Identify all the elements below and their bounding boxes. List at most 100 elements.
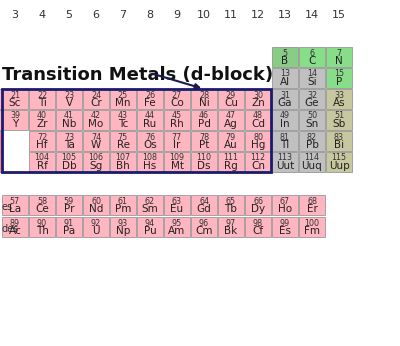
Text: 15: 15 — [334, 70, 344, 79]
Bar — [29, 110, 55, 130]
Text: Fe: Fe — [144, 98, 156, 108]
Text: 45: 45 — [172, 111, 182, 120]
Text: 8: 8 — [146, 10, 154, 20]
Bar — [137, 110, 163, 130]
Bar — [0, 152, 2, 172]
Text: Au: Au — [224, 140, 238, 151]
Bar — [164, 110, 190, 130]
Bar — [272, 47, 298, 67]
Text: 107: 107 — [116, 154, 130, 163]
Text: 96: 96 — [199, 219, 209, 228]
Text: Co: Co — [170, 98, 184, 108]
Text: 39: 39 — [10, 111, 20, 120]
Bar — [29, 131, 55, 151]
Text: Mn: Mn — [115, 98, 131, 108]
Text: Dy: Dy — [251, 204, 265, 215]
Text: 90: 90 — [37, 219, 47, 228]
Bar — [218, 110, 244, 130]
Text: Pt: Pt — [199, 140, 209, 151]
Bar — [218, 131, 244, 151]
Text: Ac: Ac — [9, 226, 21, 236]
Text: 40: 40 — [37, 111, 47, 120]
Text: Pu: Pu — [144, 226, 156, 236]
Text: 32: 32 — [307, 91, 317, 100]
Bar — [29, 195, 55, 215]
Text: 115: 115 — [332, 154, 346, 163]
Bar — [137, 217, 163, 237]
Bar — [2, 89, 271, 172]
Text: 58: 58 — [37, 197, 47, 206]
Text: 66: 66 — [253, 197, 263, 206]
Text: 5: 5 — [282, 48, 288, 57]
Text: Am: Am — [168, 226, 186, 236]
Bar — [110, 152, 136, 172]
Text: 13: 13 — [280, 70, 290, 79]
Bar — [56, 195, 82, 215]
Bar — [110, 217, 136, 237]
Text: 98: 98 — [253, 219, 263, 228]
Text: Ds: Ds — [197, 161, 211, 171]
Text: Rf: Rf — [36, 161, 48, 171]
Bar — [0, 131, 2, 151]
Text: 49: 49 — [280, 111, 290, 120]
Text: 7: 7 — [120, 10, 126, 20]
Text: 89: 89 — [10, 219, 20, 228]
Text: 108: 108 — [142, 154, 158, 163]
Text: Pm: Pm — [115, 204, 131, 215]
Text: des: des — [1, 224, 18, 234]
Text: 9: 9 — [174, 10, 180, 20]
Text: Db: Db — [62, 161, 76, 171]
Text: 60: 60 — [91, 197, 101, 206]
Bar — [299, 217, 325, 237]
Text: Pb: Pb — [306, 140, 318, 151]
Text: 43: 43 — [118, 111, 128, 120]
Text: Ge: Ge — [305, 98, 319, 108]
Text: Rh: Rh — [170, 119, 184, 129]
Bar — [2, 89, 28, 109]
Text: 30: 30 — [253, 91, 263, 100]
Text: 94: 94 — [145, 219, 155, 228]
Text: 4: 4 — [38, 10, 46, 20]
Text: 14: 14 — [305, 10, 319, 20]
Bar — [137, 195, 163, 215]
Text: La: La — [9, 204, 21, 215]
Text: 82: 82 — [307, 133, 317, 142]
Text: 11: 11 — [224, 10, 238, 20]
Text: Th: Th — [36, 226, 48, 236]
Bar — [299, 110, 325, 130]
Text: 110: 110 — [196, 154, 212, 163]
Bar — [56, 152, 82, 172]
Text: 104: 104 — [34, 154, 50, 163]
Bar — [299, 47, 325, 67]
Bar — [164, 195, 190, 215]
Text: 99: 99 — [280, 219, 290, 228]
Text: Fm: Fm — [304, 226, 320, 236]
Text: 64: 64 — [199, 197, 209, 206]
Text: Bh: Bh — [116, 161, 130, 171]
Text: Cr: Cr — [90, 98, 102, 108]
Text: Nd: Nd — [89, 204, 103, 215]
Text: 67: 67 — [280, 197, 290, 206]
Text: 78: 78 — [199, 133, 209, 142]
Bar — [245, 217, 271, 237]
Bar — [110, 131, 136, 151]
Bar — [56, 110, 82, 130]
Text: Ce: Ce — [35, 204, 49, 215]
Text: Transition Metals (d-block): Transition Metals (d-block) — [2, 66, 273, 84]
Text: 91: 91 — [64, 219, 74, 228]
Text: Eu: Eu — [170, 204, 184, 215]
Text: Cu: Cu — [224, 98, 238, 108]
Bar — [137, 152, 163, 172]
Text: Cf: Cf — [252, 226, 264, 236]
Text: Hs: Hs — [143, 161, 157, 171]
Text: 23: 23 — [64, 91, 74, 100]
Text: Sm: Sm — [142, 204, 158, 215]
Text: 63: 63 — [172, 197, 182, 206]
Bar — [29, 217, 55, 237]
Text: Hg: Hg — [251, 140, 265, 151]
Bar — [137, 131, 163, 151]
Text: Sg: Sg — [89, 161, 103, 171]
Text: 65: 65 — [226, 197, 236, 206]
Bar — [326, 131, 352, 151]
Bar — [83, 131, 109, 151]
